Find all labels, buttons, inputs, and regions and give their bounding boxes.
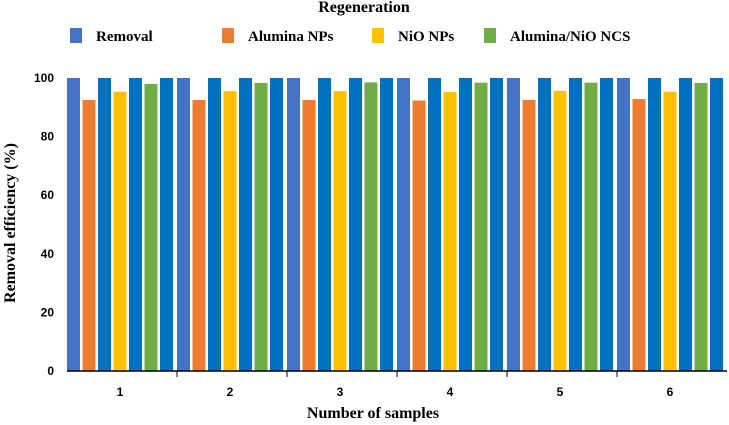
- bar: [507, 78, 520, 371]
- bar: [663, 91, 677, 372]
- x-axis-label: Number of samples: [307, 405, 439, 422]
- bar: [459, 78, 472, 371]
- bar: [160, 78, 173, 371]
- y-tick-label: 100: [34, 71, 54, 85]
- legend-swatch: [222, 28, 234, 43]
- bar: [648, 78, 661, 371]
- y-tick-label: 20: [41, 305, 55, 319]
- bar: [617, 78, 630, 371]
- bar: [428, 78, 441, 371]
- bar: [569, 78, 582, 371]
- x-tick-label: 6: [667, 385, 674, 399]
- legend-label: NiO NPs: [398, 29, 454, 45]
- bar: [192, 99, 206, 371]
- bar: [522, 99, 536, 371]
- bar: [710, 78, 723, 371]
- bar: [98, 78, 111, 371]
- bar: [364, 82, 378, 372]
- bar: [333, 91, 347, 371]
- legend-swatch: [70, 28, 82, 43]
- x-tick-label: 3: [337, 385, 344, 399]
- bar: [144, 83, 158, 372]
- chart-title: Regeneration: [318, 0, 410, 16]
- bar: [349, 78, 362, 371]
- legend-swatch: [372, 28, 384, 43]
- y-axis-ticks: 0 20 40 60 80 100: [34, 71, 54, 378]
- bars: [67, 78, 723, 372]
- y-tick-label: 40: [41, 247, 55, 261]
- x-tick-label: 5: [557, 385, 564, 399]
- bar: [177, 78, 190, 371]
- bar: [82, 99, 96, 371]
- bar: [302, 99, 316, 371]
- bar: [113, 91, 127, 372]
- x-tick-label: 2: [227, 385, 234, 399]
- bar: [490, 78, 503, 371]
- y-tick-label: 60: [41, 188, 55, 202]
- legend-label: Removal: [96, 29, 153, 45]
- bar: [270, 78, 283, 371]
- y-tick-label: 0: [47, 364, 54, 378]
- y-tick-label: 80: [41, 130, 55, 144]
- bar: [412, 100, 426, 371]
- bar: [318, 78, 331, 371]
- x-axis-ticks: 1 2 3 4 5 6: [117, 371, 674, 399]
- bar: [287, 78, 300, 371]
- legend-label: Alumina NPs: [248, 29, 334, 45]
- bar: [632, 99, 646, 371]
- bar: [553, 90, 567, 371]
- legend: Removal Alumina NPs NiO NPs Alumina/NiO NCS: [70, 28, 630, 45]
- bar: [679, 78, 692, 371]
- x-tick-label: 4: [447, 385, 454, 399]
- bar: [239, 78, 252, 371]
- bar: [380, 78, 393, 371]
- bar: [67, 78, 80, 371]
- bar: [129, 78, 142, 371]
- bar: [474, 82, 488, 372]
- x-tick-label: 1: [117, 385, 124, 399]
- bar: [208, 78, 221, 371]
- bar: [584, 82, 598, 372]
- bar: [538, 78, 551, 371]
- legend-label: Alumina/NiO NCS: [510, 29, 630, 45]
- bar: [223, 91, 237, 371]
- bar: [694, 82, 708, 371]
- y-axis-label: Removal efficiency (%): [2, 143, 19, 303]
- bar: [443, 92, 457, 372]
- legend-swatch: [484, 28, 496, 43]
- bar: [397, 78, 410, 371]
- bar: [254, 82, 268, 371]
- bar: [600, 78, 613, 371]
